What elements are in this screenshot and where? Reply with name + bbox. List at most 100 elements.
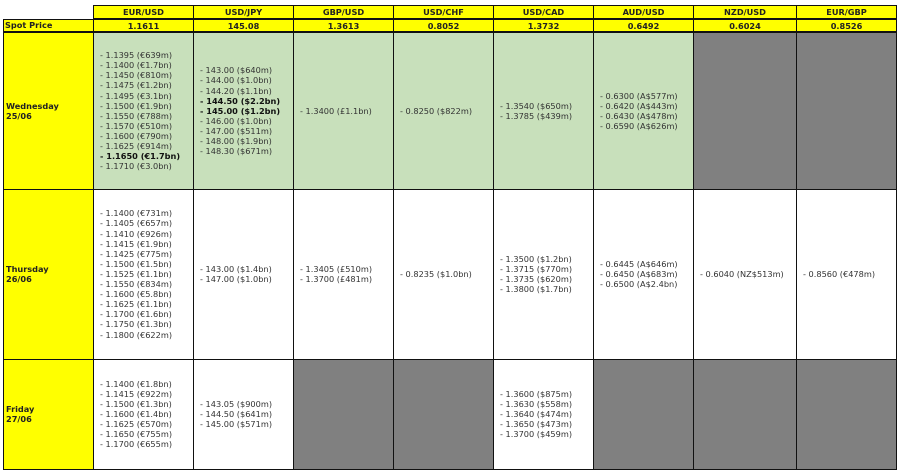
expiry-strike: - 1.1625 (€914m)	[100, 141, 173, 152]
expiry-strike: - 1.1405 (€657m)	[100, 218, 173, 229]
expiry-cell-usd-chf: - 0.8235 ($1.0bn)	[393, 188, 494, 360]
header-usd-chf: USD/CHF	[393, 5, 494, 20]
spot-usd-chf: 0.8052	[393, 18, 494, 33]
expiry-cell-aud-usd: - 0.6300 (A$577m) - 0.6420 (A$443m) - 0.64…	[593, 31, 694, 190]
expiry-cell-eur-usd: - 1.1400 (€1.8bn) - 1.1415 (€922m) - 1.150…	[93, 358, 194, 470]
fx-option-expiries-table: EUR/USD USD/JPY GBP/USD USD/CHF USD/CAD AUD/U…	[3, 5, 897, 470]
expiry-strike: - 1.1450 (€810m)	[100, 70, 173, 81]
header-row: EUR/USD USD/JPY GBP/USD USD/CHF USD/CAD AUD/U…	[3, 5, 897, 20]
expiry-strike: - 1.1415 (€922m)	[100, 388, 173, 399]
day-label: Friday27/06	[3, 358, 94, 470]
header-aud-usd: AUD/USD	[593, 5, 694, 20]
expiry-strike: - 0.6590 (A$626m)	[600, 120, 678, 131]
expiry-strike: - 1.1600 (€5.8bn)	[100, 289, 172, 300]
header-usd-cad: USD/CAD	[493, 5, 594, 20]
expiry-strike: - 1.3500 ($1.2bn)	[500, 253, 572, 264]
expiry-strike: - 0.6300 (A$577m)	[600, 90, 678, 101]
expiry-cell-usd-jpy: - 143.00 ($640m) - 144.00 ($1.0bn) - 144.2…	[193, 31, 294, 190]
expiry-strike: - 0.6445 (A$646m)	[600, 258, 678, 269]
day-date: 26/06	[6, 274, 32, 284]
expiry-strike: - 144.20 ($1.1bn)	[200, 85, 272, 96]
expiry-strike: - 0.6500 (A$2.4bn)	[600, 279, 678, 290]
expiry-strike: - 1.1525 (€1.1bn)	[100, 268, 172, 279]
expiry-cell-usd-cad: - 1.3540 ($650m) - 1.3785 ($439m)	[493, 31, 594, 190]
expiry-strike: - 1.3630 ($558m)	[500, 398, 573, 409]
expiry-cell-eur-gbp	[796, 31, 897, 190]
expiry-cell-usd-jpy: - 143.00 ($1.4bn) - 147.00 ($1.0bn)	[193, 188, 294, 360]
expiry-strike: - 1.1400 (€731m)	[100, 208, 173, 219]
day-label: Wednesday25/06	[3, 31, 94, 190]
expiry-cell-usd-cad: - 1.3500 ($1.2bn) - 1.3715 ($770m) - 1.373…	[493, 188, 594, 360]
expiry-cell-nzd-usd	[693, 31, 797, 190]
expiry-strike: - 1.1500 (€1.3bn)	[100, 398, 172, 409]
expiry-strike: - 0.6430 (A$478m)	[600, 110, 678, 121]
expiry-strike: - 1.1650 (€755m)	[100, 429, 173, 440]
expiry-strike: - 1.1550 (€788m)	[100, 110, 173, 121]
day-date: 25/06	[6, 110, 32, 121]
spot-nzd-usd: 0.6024	[693, 18, 797, 33]
expiry-strike: - 1.1625 (€570m)	[100, 419, 173, 430]
expiry-strike: - 0.6420 (A$443m)	[600, 100, 678, 111]
header-eur-gbp: EUR/GBP	[796, 5, 897, 20]
spot-eur-gbp: 0.8526	[796, 18, 897, 33]
expiry-cell-usd-jpy: - 143.05 ($900m) - 144.50 ($641m) - 145.00…	[193, 358, 294, 470]
expiry-strike: - 1.3640 ($474m)	[500, 408, 573, 419]
day-label: Thursday26/06	[3, 188, 94, 360]
expiry-strike: - 1.1425 (€775m)	[100, 248, 173, 259]
header-eur-usd: EUR/USD	[93, 5, 194, 20]
expiry-cell-usd-cad: - 1.3600 ($875m) - 1.3630 ($558m) - 1.3640…	[493, 358, 594, 470]
expiry-strike: - 1.1475 (€1.2bn)	[100, 80, 172, 91]
expiry-cell-usd-chf	[393, 358, 494, 470]
expiry-strike: - 1.1750 (€1.3bn)	[100, 319, 172, 330]
expiry-strike: - 1.1600 (€790m)	[100, 130, 173, 141]
expiry-strike: - 1.1700 (€1.6bn)	[100, 309, 172, 320]
row-wednesday: Wednesday25/06- 1.1395 (€639m) - 1.1400 (…	[3, 31, 897, 190]
expiry-strike: - 1.1395 (€639m)	[100, 50, 173, 61]
expiry-strike: - 1.1495 (€3.1bn)	[100, 90, 172, 101]
expiry-strike: - 1.3735 ($620m)	[500, 274, 573, 284]
expiry-strike: - 147.00 ($1.0bn)	[200, 274, 272, 284]
expiry-strike: - 1.1400 (€1.7bn)	[100, 60, 172, 71]
expiry-cell-eur-gbp: - 0.8560 (€478m)	[796, 188, 897, 360]
expiry-cell-gbp-usd: - 1.3400 (£1.1bn)	[293, 31, 394, 190]
expiry-strike: - 1.1500 (€1.5bn)	[100, 258, 172, 269]
spot-usd-cad: 1.3732	[493, 18, 594, 33]
day-name: Wednesday	[6, 100, 59, 111]
header-nzd-usd: NZD/USD	[693, 5, 797, 20]
expiry-cell-eur-gbp	[796, 358, 897, 470]
expiry-strike: - 148.30 ($671m)	[200, 146, 273, 157]
day-name: Thursday	[6, 264, 49, 274]
expiry-strike: - 1.3800 ($1.7bn)	[500, 284, 572, 295]
expiry-strike: - 143.00 ($1.4bn)	[200, 263, 272, 274]
expiry-strike: - 145.00 ($1.2bn)	[200, 105, 281, 116]
expiry-strike: - 0.6450 (A$683m)	[600, 268, 678, 279]
expiry-strike: - 144.50 ($2.2bn)	[200, 95, 281, 106]
expiry-strike: - 1.3600 ($875m)	[500, 388, 573, 399]
expiry-strike: - 1.1625 (€1.1bn)	[100, 299, 172, 310]
expiry-strike: - 146.00 ($1.0bn)	[200, 115, 272, 126]
expiry-strike: - 0.6040 (NZ$513m)	[700, 268, 784, 279]
expiry-strike: - 147.00 ($511m)	[200, 125, 273, 136]
expiry-cell-gbp-usd	[293, 358, 394, 470]
expiry-strike: - 1.1570 (€510m)	[100, 120, 173, 131]
expiry-cell-usd-chf: - 0.8250 ($822m)	[393, 31, 494, 190]
expiry-strike: - 1.1710 (€3.0bn)	[100, 161, 172, 172]
expiry-strike: - 1.1600 (€1.4bn)	[100, 408, 172, 419]
expiry-strike: - 1.3700 (£481m)	[300, 274, 373, 284]
header-usd-jpy: USD/JPY	[193, 5, 294, 20]
expiry-strike: - 0.8235 ($1.0bn)	[400, 268, 472, 279]
header-gbp-usd: GBP/USD	[293, 5, 394, 20]
spot-usd-jpy: 145.08	[193, 18, 294, 33]
expiry-strike: - 1.3650 ($473m)	[500, 419, 573, 430]
expiry-strike: - 145.00 ($571m)	[200, 419, 273, 430]
expiry-strike: - 1.1410 (€926m)	[100, 228, 173, 239]
expiry-strike: - 1.1400 (€1.8bn)	[100, 378, 172, 389]
expiry-strike: - 144.00 ($1.0bn)	[200, 75, 272, 86]
expiry-cell-eur-usd: - 1.1395 (€639m) - 1.1400 (€1.7bn) - 1.145…	[93, 31, 194, 190]
expiry-strike: - 1.3540 ($650m)	[500, 100, 573, 111]
row-thursday: Thursday26/06 - 1.1400 (€731m) - 1.1405 (€…	[3, 188, 897, 360]
row-friday: Friday27/06- 1.1400 (€1.8bn) - 1.1415 (€9…	[3, 358, 897, 470]
spot-gbp-usd: 1.3613	[293, 18, 394, 33]
expiry-strike: - 148.00 ($1.9bn)	[200, 135, 272, 146]
expiry-cell-nzd-usd: - 0.6040 (NZ$513m)	[693, 188, 797, 360]
